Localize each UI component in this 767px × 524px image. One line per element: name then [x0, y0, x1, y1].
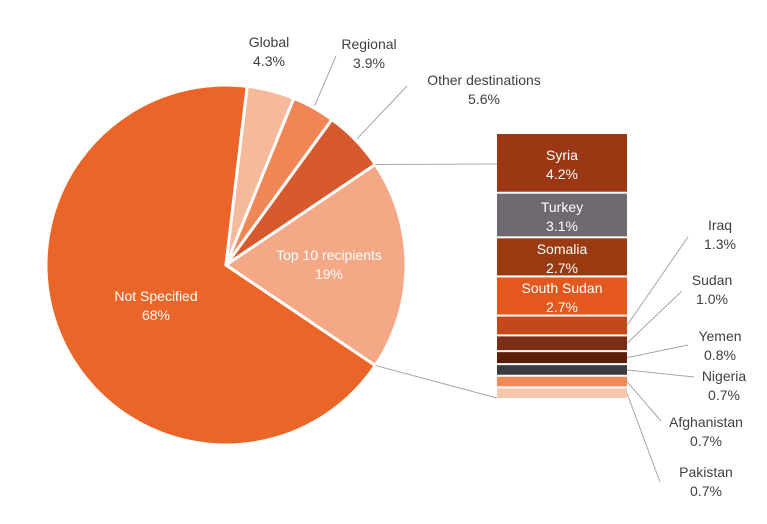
bar-segment-pakistan: [497, 388, 627, 398]
label-top-10-recipients: Top 10 recipients 19%: [276, 247, 382, 282]
leader-afghanistan: [626, 381, 662, 422]
bar-segment-south-sudan: [497, 277, 627, 315]
leader-iraq: [626, 236, 689, 326]
pie-slice-not-specified: [44, 83, 377, 447]
label-global: Global 4.3%: [249, 34, 289, 69]
bar-segment-somalia: [497, 238, 627, 276]
bar-label-somalia: Somalia 2.7%: [537, 241, 588, 276]
label-not-specified: Not Specified 68%: [114, 288, 197, 323]
leader-yemen: [626, 344, 689, 359]
connector-top: [375, 163, 498, 166]
bar-label-south-sudan: South Sudan 2.7%: [522, 280, 603, 315]
bar-segment-syria: [497, 134, 627, 192]
chart-labels: Not Specified 68% Top 10 recipients 19% Glob…: [114, 34, 746, 499]
bar-label-sudan: Sudan 1.0%: [692, 272, 732, 307]
bar-label-nigeria: Nigeria 0.7%: [702, 368, 747, 403]
leader-nigeria: [626, 369, 695, 378]
label-other-destinations: Other destinations 5.6%: [427, 72, 541, 107]
bar-label-syria: Syria 4.2%: [546, 147, 578, 182]
connector-bottom: [375, 364, 498, 399]
bar-segment-turkey: [497, 193, 627, 237]
leader-regional: [314, 55, 337, 107]
bar-label-iraq: Iraq 1.3%: [704, 217, 736, 252]
bar-segment-yemen: [497, 352, 627, 364]
bar-segment-afghanistan: [497, 376, 627, 387]
bar-label-turkey: Turkey 3.1%: [541, 199, 583, 234]
bar-label-afghanistan: Afghanistan 0.7%: [669, 414, 743, 449]
leader-other-destinations: [356, 85, 408, 140]
label-regional: Regional 3.9%: [341, 36, 396, 71]
bar-label-pakistan: Pakistan 0.7%: [679, 464, 733, 499]
bar-label-yemen: Yemen 0.8%: [698, 328, 741, 363]
leader-sudan: [626, 290, 683, 344]
bar-segment-sudan: [497, 336, 627, 351]
bar-segment-nigeria: [497, 365, 627, 375]
bar-segment-iraq: [497, 316, 627, 335]
leader-pakistan: [626, 393, 661, 483]
pie-slice-top-10-recipients: [224, 163, 408, 367]
breakdown-bars: [497, 134, 627, 398]
connector-lines: [314, 55, 695, 483]
pie-slices: [44, 83, 408, 447]
